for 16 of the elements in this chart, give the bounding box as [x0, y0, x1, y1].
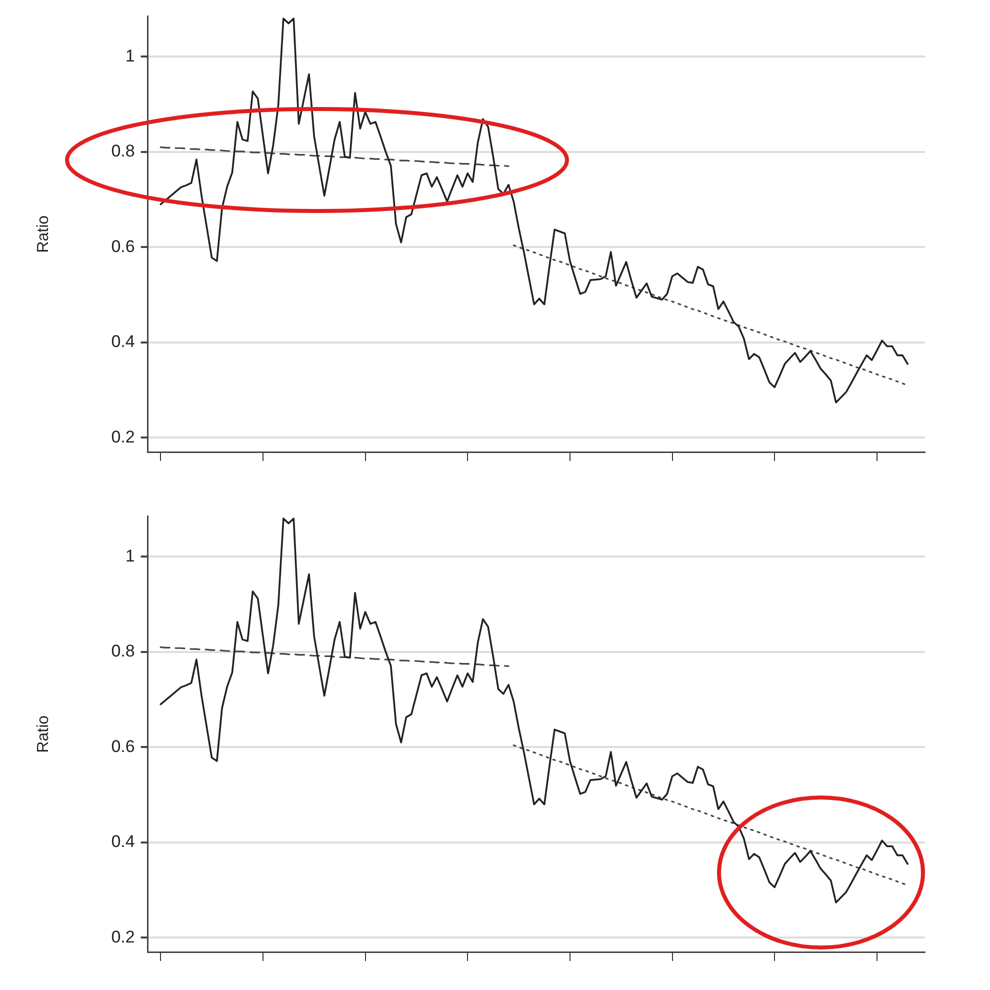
y-tick-label: 0.6	[111, 736, 135, 756]
y-tick-label: 0.4	[111, 332, 135, 352]
line-series	[160, 646, 510, 668]
y-tick-label: 0.8	[111, 642, 135, 661]
y-tick-label: 1	[125, 546, 135, 566]
y-tick-label: 1	[125, 46, 135, 66]
line-series	[160, 146, 510, 168]
y-tick-label: 0.2	[111, 927, 135, 946]
line-series	[512, 744, 908, 886]
y-axis-title: Ratio	[35, 715, 52, 753]
y-axis-title: Ratio	[35, 215, 52, 253]
y-tick-label: 0.2	[111, 427, 135, 446]
y-tick-label: 0.8	[111, 142, 135, 161]
y-tick-label: 0.4	[111, 832, 135, 852]
line-series	[512, 244, 908, 386]
y-tick-label: 0.6	[111, 236, 135, 256]
